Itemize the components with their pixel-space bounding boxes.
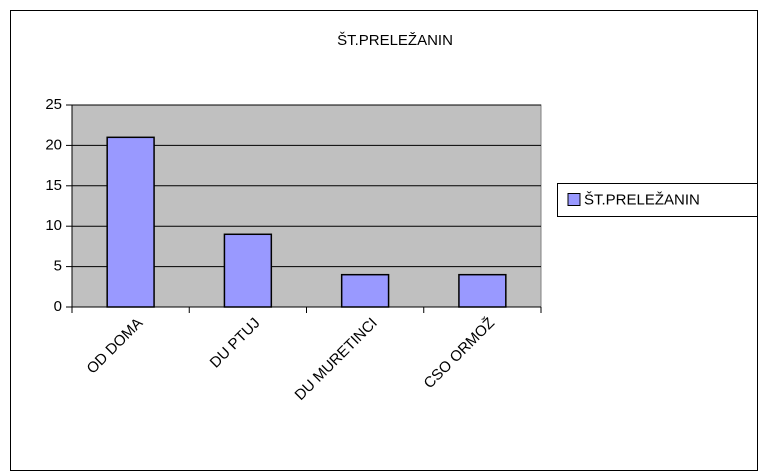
legend-box [557, 183, 758, 217]
y-tick-label: 25 [45, 96, 62, 113]
legend-swatch [567, 193, 581, 206]
chart-title: ŠT.PRELEŽANIN [337, 32, 453, 49]
bar [106, 136, 155, 308]
y-tick-label: 20 [45, 136, 62, 153]
bar [223, 233, 273, 308]
y-tick-label: 10 [45, 217, 62, 234]
y-tick-label: 0 [54, 298, 62, 315]
y-tick-label: 5 [54, 258, 62, 275]
bar [458, 273, 507, 308]
y-tick-label: 15 [45, 177, 62, 194]
bar [340, 273, 390, 308]
legend-label: ŠT.PRELEŽANIN [584, 191, 700, 208]
